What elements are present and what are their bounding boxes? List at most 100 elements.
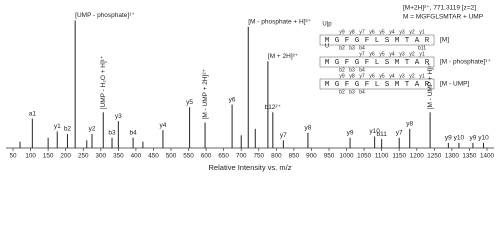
residue: T [405, 59, 410, 67]
residue: R [425, 59, 430, 67]
y-ion-label: y1 [419, 51, 425, 57]
y-ion-label: y5 [379, 73, 385, 79]
residue: L [375, 81, 380, 89]
x-tick-label: 750 [254, 153, 265, 160]
row-label: [M - UMP] [440, 81, 469, 88]
y-ion-label: y2 [409, 73, 415, 79]
peak-label: [M - phosphate + H]²⁺ [248, 18, 311, 25]
peak-label: y9 [445, 135, 452, 142]
residue: G [335, 81, 340, 89]
x-tick-label: 100 [25, 153, 36, 160]
residue: M [325, 81, 330, 89]
residue: M [325, 37, 330, 45]
residue: M [395, 59, 400, 67]
y-ion-label: y3 [399, 51, 405, 57]
y-ion-label: y7 [359, 51, 365, 57]
residue: L [375, 59, 380, 67]
x-tick-label: 950 [324, 153, 335, 160]
sequence-box [319, 56, 435, 68]
x-tick-label: 700 [236, 153, 247, 160]
peak-label: y8 [406, 121, 413, 128]
peak-label: y10 [478, 135, 489, 142]
x-tick-label: 850 [289, 153, 300, 160]
peak-label: [UMP - phosphate]¹⁺ [75, 12, 135, 19]
b-ion-label: b2 [339, 45, 345, 51]
x-tick-label: 50 [10, 153, 18, 160]
chart: Relative Intensity vs. m/z 50 100 150 200 25… [6, 4, 495, 172]
x-tick-label: 1350 [462, 153, 477, 160]
modification: U [325, 44, 329, 50]
peak-label: y9 [347, 130, 354, 137]
y-ion-label: y6 [369, 73, 375, 79]
peak-label: [M - UMP + H]¹⁺ [427, 62, 434, 109]
b-ion-label: b3 [349, 89, 355, 95]
y-ion-label: y7 [359, 73, 365, 79]
y-ion-label: y5 [379, 51, 385, 57]
sequence-box [319, 34, 435, 46]
peak-label: a1 [29, 110, 37, 117]
residue: A [415, 81, 420, 89]
x-tick-label: 1250 [427, 153, 442, 160]
x-tick-label: 250 [78, 153, 89, 160]
peak-label: y10 [454, 135, 465, 142]
x-tick-label: 1000 [340, 153, 355, 160]
y-ion-label: y2 [409, 29, 415, 35]
peak-label: y2 [89, 126, 96, 133]
x-tick-label: 1050 [357, 153, 372, 160]
y-ion-label: y6 [369, 51, 375, 57]
residue: G [335, 37, 340, 45]
residue: A [415, 59, 420, 67]
peak-label: y3 [115, 113, 122, 120]
x-tick-label: 800 [271, 153, 282, 160]
peak-label: y7 [280, 132, 287, 139]
peak-label: y9 [469, 135, 476, 142]
y-ion-label: y8 [349, 29, 355, 35]
residue: M [325, 59, 330, 67]
inset-header: [M+2H]²⁺, 771.3119 [z=2] [403, 5, 476, 12]
x-tick-label: 900 [306, 153, 317, 160]
b-ion-label: b4 [359, 89, 365, 95]
x-tick-label: 300 [96, 153, 107, 160]
x-tick-label: 1300 [445, 153, 460, 160]
x-tick-label: 500 [166, 153, 177, 160]
y-ion-label: y3 [399, 73, 405, 79]
peak-label: b3 [108, 130, 116, 137]
y-ion-label: y8 [349, 73, 355, 79]
b-ion-label: b2 [339, 89, 345, 95]
residue: G [355, 59, 360, 67]
residue: F [345, 59, 350, 67]
residue: F [365, 81, 370, 89]
y-ion-label: y7 [359, 29, 365, 35]
residue: T [405, 81, 410, 89]
residue: S [385, 81, 390, 89]
row-label: [M] [440, 37, 449, 44]
residue: M [395, 81, 400, 89]
sequence-box [319, 78, 435, 90]
residue: S [385, 59, 390, 67]
b-ion-label: b3 [349, 67, 355, 73]
peak-label: b2 [64, 126, 72, 133]
peak-label: [M - UMP + 2H]²⁺ [202, 68, 209, 119]
peak-label: b11 [376, 131, 387, 138]
y-ion-label: y1 [419, 29, 425, 35]
y-ion-label: y2 [409, 51, 415, 57]
residue: R [425, 81, 430, 89]
b-ion-label: b3 [349, 45, 355, 51]
row-label: [M - phosphate]¹⁺ [440, 59, 491, 66]
y-ion-label: y1 [419, 73, 425, 79]
y-ion-label: y3 [399, 29, 405, 35]
x-tick-label: 1200 [410, 153, 425, 160]
b-ion-label: b11 [418, 45, 426, 51]
x-tick-label: 350 [113, 153, 124, 160]
residue: F [345, 81, 350, 89]
peak-label: y5 [186, 99, 193, 106]
y-ion-label: y5 [379, 29, 385, 35]
b-ion-label: b4 [359, 45, 365, 51]
y-ion-label: y6 [369, 29, 375, 35]
residue: R [425, 37, 430, 45]
residue: L [375, 37, 380, 45]
y-ion-label: y9 [339, 73, 345, 79]
residue: G [355, 81, 360, 89]
peak-label: y4 [159, 122, 166, 129]
inset-header: M = MGFGLSMTAR + UMP [403, 14, 483, 21]
